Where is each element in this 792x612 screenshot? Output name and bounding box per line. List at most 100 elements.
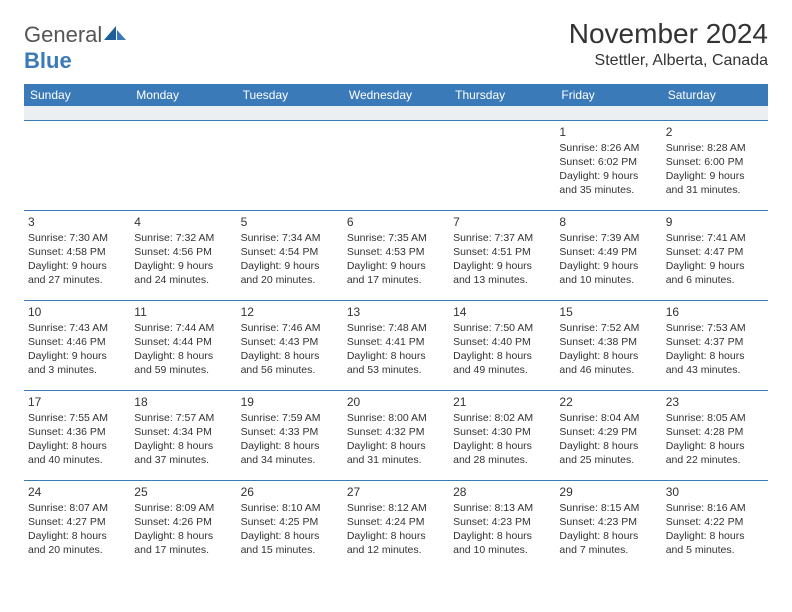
day-number: 20 [347,394,445,410]
header: General Blue November 2024 Stettler, Alb… [24,18,768,74]
sunrise-line: Sunrise: 7:44 AM [134,321,232,335]
day-number: 8 [559,214,657,230]
sunset-line: Sunset: 4:41 PM [347,335,445,349]
calendar-cell: 14Sunrise: 7:50 AMSunset: 4:40 PMDayligh… [449,300,555,390]
daylight-line: Daylight: 8 hours and 12 minutes. [347,529,445,557]
sunset-line: Sunset: 4:22 PM [666,515,764,529]
sunrise-line: Sunrise: 8:09 AM [134,501,232,515]
calendar-cell: 1Sunrise: 8:26 AMSunset: 6:02 PMDaylight… [555,120,661,210]
day-number: 12 [241,304,339,320]
day-header: Wednesday [343,84,449,106]
day-number: 25 [134,484,232,500]
calendar-cell [343,120,449,210]
sunrise-line: Sunrise: 7:32 AM [134,231,232,245]
calendar-cell: 28Sunrise: 8:13 AMSunset: 4:23 PMDayligh… [449,480,555,570]
calendar-row: 24Sunrise: 8:07 AMSunset: 4:27 PMDayligh… [24,480,768,570]
daylight-line: Daylight: 9 hours and 35 minutes. [559,169,657,197]
day-header: Friday [555,84,661,106]
sunrise-line: Sunrise: 7:35 AM [347,231,445,245]
sunset-line: Sunset: 4:53 PM [347,245,445,259]
calendar-cell: 2Sunrise: 8:28 AMSunset: 6:00 PMDaylight… [662,120,768,210]
day-number: 10 [28,304,126,320]
sail-icon [102,24,128,42]
calendar-cell: 8Sunrise: 7:39 AMSunset: 4:49 PMDaylight… [555,210,661,300]
daylight-line: Daylight: 8 hours and 5 minutes. [666,529,764,557]
calendar-cell: 24Sunrise: 8:07 AMSunset: 4:27 PMDayligh… [24,480,130,570]
sunrise-line: Sunrise: 7:46 AM [241,321,339,335]
daylight-line: Daylight: 9 hours and 20 minutes. [241,259,339,287]
calendar-cell: 20Sunrise: 8:00 AMSunset: 4:32 PMDayligh… [343,390,449,480]
day-header: Monday [130,84,236,106]
sunrise-line: Sunrise: 8:10 AM [241,501,339,515]
daylight-line: Daylight: 8 hours and 37 minutes. [134,439,232,467]
day-number: 24 [28,484,126,500]
sunset-line: Sunset: 4:51 PM [453,245,551,259]
calendar-row: 10Sunrise: 7:43 AMSunset: 4:46 PMDayligh… [24,300,768,390]
sunset-line: Sunset: 4:34 PM [134,425,232,439]
sunset-line: Sunset: 4:24 PM [347,515,445,529]
day-number: 4 [134,214,232,230]
daylight-line: Daylight: 9 hours and 27 minutes. [28,259,126,287]
sunset-line: Sunset: 4:46 PM [28,335,126,349]
day-number: 11 [134,304,232,320]
calendar-cell: 12Sunrise: 7:46 AMSunset: 4:43 PMDayligh… [237,300,343,390]
daylight-line: Daylight: 9 hours and 17 minutes. [347,259,445,287]
sunrise-line: Sunrise: 7:48 AM [347,321,445,335]
sunrise-line: Sunrise: 7:34 AM [241,231,339,245]
sunset-line: Sunset: 4:23 PM [453,515,551,529]
logo-text: General Blue [24,22,128,74]
sunset-line: Sunset: 4:26 PM [134,515,232,529]
calendar-cell: 9Sunrise: 7:41 AMSunset: 4:47 PMDaylight… [662,210,768,300]
sunset-line: Sunset: 4:33 PM [241,425,339,439]
sunset-line: Sunset: 6:02 PM [559,155,657,169]
calendar-cell: 16Sunrise: 7:53 AMSunset: 4:37 PMDayligh… [662,300,768,390]
day-number: 5 [241,214,339,230]
calendar-cell [449,120,555,210]
page-title: November 2024 [569,18,768,50]
sunrise-line: Sunrise: 7:50 AM [453,321,551,335]
sunset-line: Sunset: 4:38 PM [559,335,657,349]
day-number: 9 [666,214,764,230]
daylight-line: Daylight: 8 hours and 53 minutes. [347,349,445,377]
daylight-line: Daylight: 8 hours and 15 minutes. [241,529,339,557]
sunset-line: Sunset: 4:47 PM [666,245,764,259]
day-number: 15 [559,304,657,320]
daylight-line: Daylight: 8 hours and 7 minutes. [559,529,657,557]
calendar-cell: 15Sunrise: 7:52 AMSunset: 4:38 PMDayligh… [555,300,661,390]
sunrise-line: Sunrise: 7:41 AM [666,231,764,245]
logo: General Blue [24,18,128,74]
calendar-cell: 3Sunrise: 7:30 AMSunset: 4:58 PMDaylight… [24,210,130,300]
calendar-cell: 17Sunrise: 7:55 AMSunset: 4:36 PMDayligh… [24,390,130,480]
sunset-line: Sunset: 4:30 PM [453,425,551,439]
day-number: 14 [453,304,551,320]
daylight-line: Daylight: 8 hours and 46 minutes. [559,349,657,377]
day-number: 22 [559,394,657,410]
day-number: 28 [453,484,551,500]
sunrise-line: Sunrise: 8:12 AM [347,501,445,515]
sunrise-line: Sunrise: 8:00 AM [347,411,445,425]
sunset-line: Sunset: 6:00 PM [666,155,764,169]
calendar-cell: 7Sunrise: 7:37 AMSunset: 4:51 PMDaylight… [449,210,555,300]
sunrise-line: Sunrise: 8:26 AM [559,141,657,155]
daylight-line: Daylight: 9 hours and 24 minutes. [134,259,232,287]
daylight-line: Daylight: 8 hours and 40 minutes. [28,439,126,467]
sunset-line: Sunset: 4:27 PM [28,515,126,529]
calendar-cell: 21Sunrise: 8:02 AMSunset: 4:30 PMDayligh… [449,390,555,480]
daylight-line: Daylight: 8 hours and 17 minutes. [134,529,232,557]
calendar-cell: 27Sunrise: 8:12 AMSunset: 4:24 PMDayligh… [343,480,449,570]
sunrise-line: Sunrise: 8:05 AM [666,411,764,425]
day-header: Thursday [449,84,555,106]
sunset-line: Sunset: 4:40 PM [453,335,551,349]
sunset-line: Sunset: 4:32 PM [347,425,445,439]
daylight-line: Daylight: 8 hours and 34 minutes. [241,439,339,467]
sunrise-line: Sunrise: 7:53 AM [666,321,764,335]
sunrise-line: Sunrise: 8:28 AM [666,141,764,155]
daylight-line: Daylight: 8 hours and 49 minutes. [453,349,551,377]
location: Stettler, Alberta, Canada [569,52,768,70]
calendar-cell: 26Sunrise: 8:10 AMSunset: 4:25 PMDayligh… [237,480,343,570]
sunrise-line: Sunrise: 7:52 AM [559,321,657,335]
day-number: 26 [241,484,339,500]
daylight-line: Daylight: 8 hours and 25 minutes. [559,439,657,467]
sunrise-line: Sunrise: 8:13 AM [453,501,551,515]
logo-word2: Blue [24,48,72,73]
